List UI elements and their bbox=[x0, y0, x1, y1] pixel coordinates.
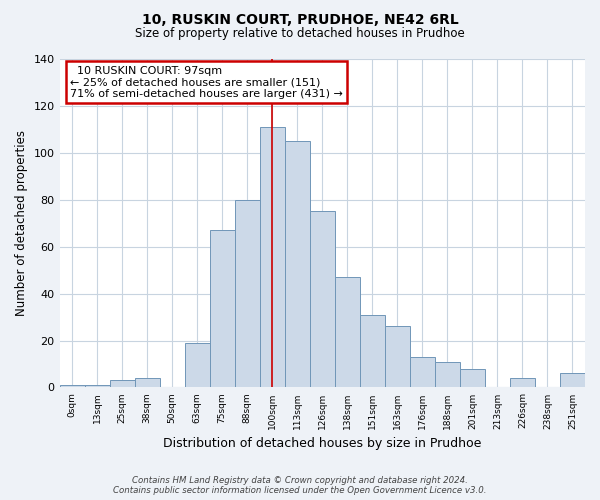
Text: 10 RUSKIN COURT: 97sqm  
← 25% of detached houses are smaller (151)
71% of semi-: 10 RUSKIN COURT: 97sqm ← 25% of detached… bbox=[70, 66, 343, 99]
Bar bbox=[335, 277, 360, 388]
Bar bbox=[410, 357, 435, 388]
Bar bbox=[310, 212, 335, 388]
Bar bbox=[285, 141, 310, 388]
Bar bbox=[510, 378, 535, 388]
Bar bbox=[460, 368, 485, 388]
Bar bbox=[260, 127, 285, 388]
Bar bbox=[134, 378, 160, 388]
Bar bbox=[235, 200, 260, 388]
Bar bbox=[209, 230, 235, 388]
Y-axis label: Number of detached properties: Number of detached properties bbox=[15, 130, 28, 316]
Bar bbox=[360, 314, 385, 388]
Bar bbox=[59, 385, 85, 388]
X-axis label: Distribution of detached houses by size in Prudhoe: Distribution of detached houses by size … bbox=[163, 437, 481, 450]
Text: Contains HM Land Registry data © Crown copyright and database right 2024.
Contai: Contains HM Land Registry data © Crown c… bbox=[113, 476, 487, 495]
Bar bbox=[110, 380, 134, 388]
Text: Size of property relative to detached houses in Prudhoe: Size of property relative to detached ho… bbox=[135, 28, 465, 40]
Bar bbox=[185, 343, 209, 388]
Bar bbox=[560, 374, 585, 388]
Bar bbox=[85, 385, 110, 388]
Bar bbox=[435, 362, 460, 388]
Bar bbox=[385, 326, 410, 388]
Text: 10, RUSKIN COURT, PRUDHOE, NE42 6RL: 10, RUSKIN COURT, PRUDHOE, NE42 6RL bbox=[142, 12, 458, 26]
